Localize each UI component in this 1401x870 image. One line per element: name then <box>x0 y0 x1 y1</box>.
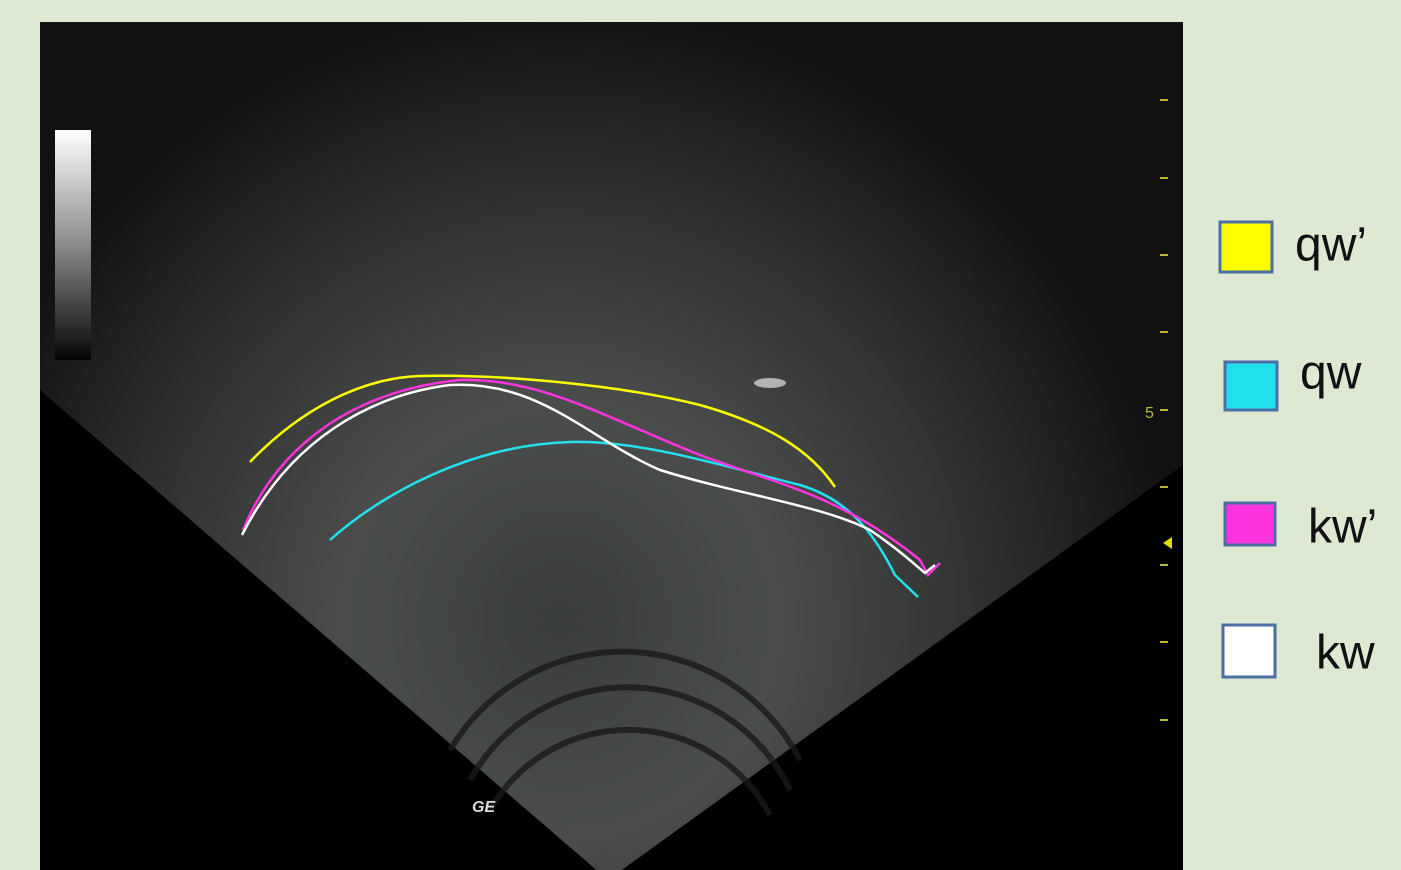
ruler-tick <box>1160 331 1168 333</box>
legend: qw’ qw kw’ kw <box>1220 219 1377 680</box>
legend-swatch <box>1225 362 1277 410</box>
ruler-tick <box>1160 719 1168 721</box>
ruler-tick <box>1160 564 1168 566</box>
ruler-tick <box>1160 486 1168 488</box>
legend-label: kw <box>1316 627 1375 680</box>
legend-label: qw’ <box>1295 219 1367 272</box>
depth-label: 5 <box>1145 405 1154 422</box>
legend-swatch <box>1223 625 1275 677</box>
ruler-tick <box>1160 254 1168 256</box>
legend-swatch <box>1225 503 1275 545</box>
bright-spot <box>754 378 786 388</box>
ruler-tick <box>1160 177 1168 179</box>
ruler-tick <box>1160 99 1168 101</box>
legend-swatch <box>1220 222 1272 272</box>
legend-label: qw <box>1300 347 1362 400</box>
figure: 5 GE qw’ qw kw’ kw <box>0 0 1401 870</box>
gray-scale-bar <box>55 130 91 360</box>
ruler-tick <box>1160 409 1168 411</box>
logo: GE <box>472 799 496 816</box>
page: 5 GE qw’qwkw’kw (() => { const data = JS… <box>0 0 1401 870</box>
legend-label: kw’ <box>1308 501 1377 554</box>
ruler-tick <box>1160 641 1168 643</box>
